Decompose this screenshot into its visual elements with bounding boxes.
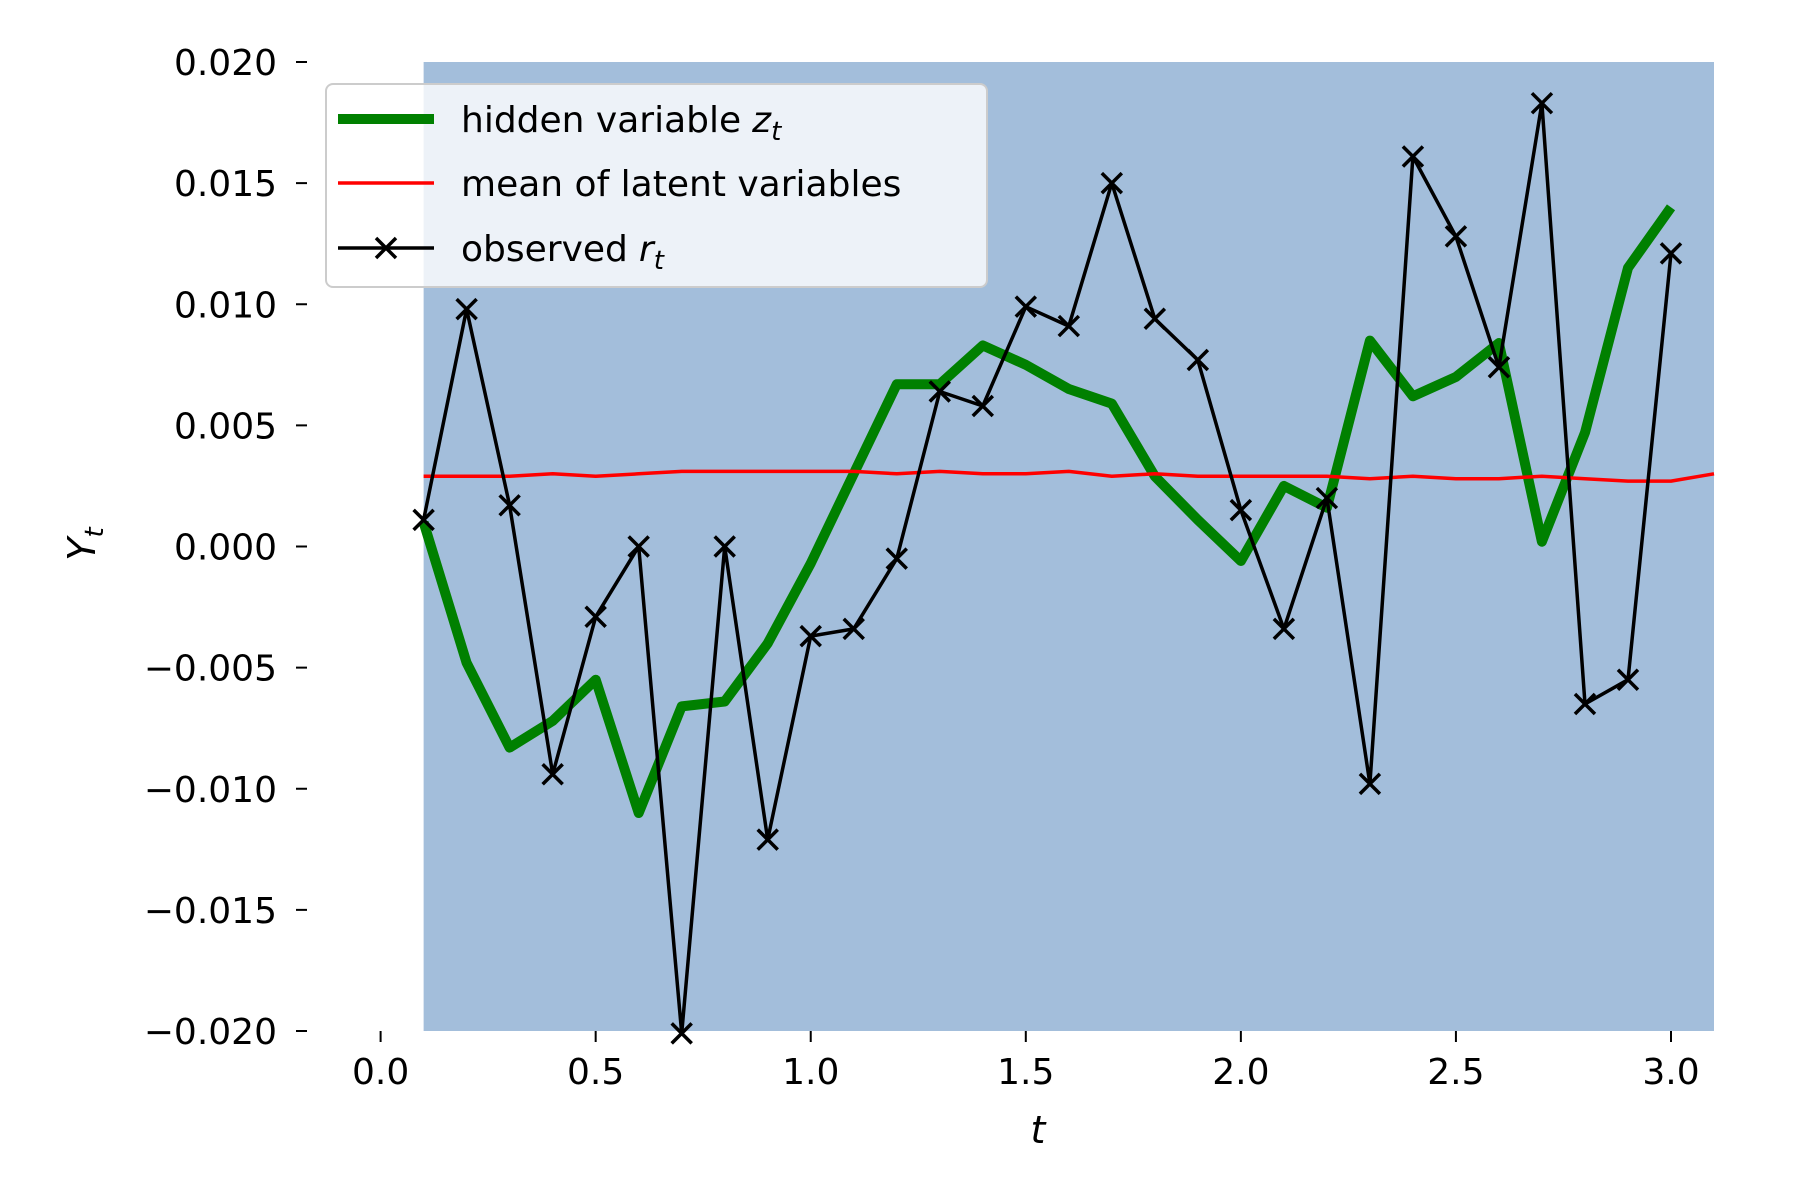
y-axis-title-sub: t xyxy=(80,526,110,537)
data-point-marker xyxy=(1573,692,1597,716)
data-point-marker xyxy=(498,494,521,517)
plot-series xyxy=(412,91,1715,1045)
legend-label-hidden-name: hidden variable xyxy=(461,100,741,141)
data-point-marker xyxy=(1401,145,1425,168)
data-point-marker xyxy=(928,380,952,403)
series-line-2 xyxy=(421,101,1673,1036)
data-point-marker xyxy=(1186,348,1210,372)
legend-label-observed-name: observed xyxy=(461,229,628,270)
legend-label-hidden: hidden variable zt xyxy=(461,100,782,147)
legend-label-observed-sub: t xyxy=(654,246,665,276)
y-tick-label: 0.015 xyxy=(174,164,277,205)
x-tick-label: 0.5 xyxy=(567,1052,624,1093)
data-point-marker xyxy=(1014,295,1038,318)
y-axis-title-base: Y xyxy=(60,535,104,561)
x-tick-label: 2.0 xyxy=(1212,1052,1269,1093)
data-point-marker xyxy=(1229,498,1253,522)
data-point-marker xyxy=(885,547,908,570)
legend-swatch-observed-marker xyxy=(374,236,398,260)
x-tick-label: 3.0 xyxy=(1642,1052,1699,1093)
y-tick-label: −0.010 xyxy=(144,770,277,811)
y-tick-label: 0.010 xyxy=(174,285,277,326)
legend: hidden variable zt mean of latent variabl… xyxy=(325,83,988,288)
x-tick-label: 1.0 xyxy=(782,1052,839,1093)
y-tick-label: −0.020 xyxy=(144,1012,277,1053)
data-point-marker xyxy=(1530,91,1554,115)
data-point-marker xyxy=(670,1022,693,1045)
data-point-marker xyxy=(756,828,779,851)
data-point-marker xyxy=(842,617,865,641)
legend-label-mean: mean of latent variables xyxy=(461,164,901,205)
data-point-marker xyxy=(1444,225,1468,248)
data-point-marker xyxy=(971,394,995,418)
data-point-marker xyxy=(1659,242,1683,265)
data-point-marker xyxy=(1487,355,1511,379)
axes: 0.020 0.015 0.010 0.005 0.000 −0.005 −0.010 −0.… xyxy=(144,43,1700,1093)
data-point-marker xyxy=(1315,486,1339,510)
data-point-marker xyxy=(584,605,607,628)
y-tick-label: 0.000 xyxy=(174,528,277,569)
data-point-marker xyxy=(1616,668,1640,691)
legend-label-observed-var: r xyxy=(639,229,656,270)
legend-label-observed: observed rt xyxy=(461,229,665,276)
y-tick-label: 0.020 xyxy=(174,43,277,84)
data-point-marker xyxy=(412,508,435,532)
y-tick-label: 0.005 xyxy=(174,406,277,447)
x-tick-label: 2.5 xyxy=(1427,1052,1484,1093)
data-point-marker xyxy=(1143,307,1167,331)
x-tick-label: 1.5 xyxy=(997,1052,1054,1093)
y-axis-title: Yt xyxy=(60,526,110,560)
data-point-marker xyxy=(1272,617,1296,641)
data-point-marker xyxy=(455,297,478,321)
data-point-marker xyxy=(713,535,736,558)
legend-frame xyxy=(325,83,988,288)
data-point-marker xyxy=(1358,772,1382,796)
legend-label-hidden-sub: t xyxy=(771,117,782,147)
series-line-0 xyxy=(418,204,1676,818)
series-line-1 xyxy=(423,469,1715,483)
data-point-marker xyxy=(1057,314,1081,338)
data-point-marker xyxy=(541,762,564,786)
x-axis-title: t xyxy=(1031,1108,1048,1152)
y-tick-label: −0.005 xyxy=(144,649,277,690)
y-tick-label: −0.015 xyxy=(144,891,277,932)
legend-label-hidden-var: z xyxy=(751,100,772,141)
data-point-marker xyxy=(1100,171,1124,195)
x-tick-label: 0.0 xyxy=(352,1052,409,1093)
data-point-marker xyxy=(627,535,650,558)
data-point-marker xyxy=(799,624,822,648)
